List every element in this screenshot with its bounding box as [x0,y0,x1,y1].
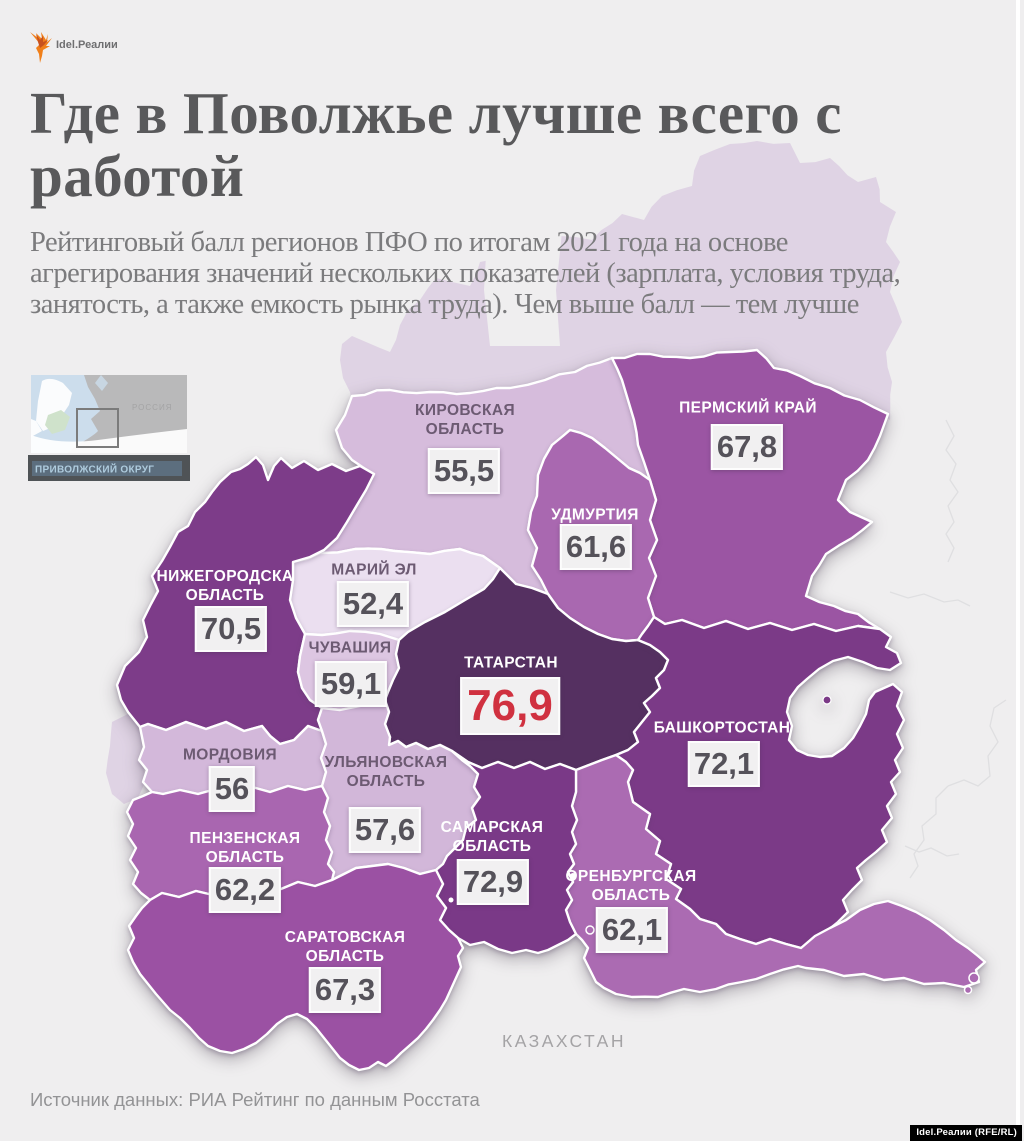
svg-text:ПРИВОЛЖСКИЙ ОКРУГ: ПРИВОЛЖСКИЙ ОКРУГ [35,463,154,476]
svg-text:РОССИЯ: РОССИЯ [132,403,172,412]
